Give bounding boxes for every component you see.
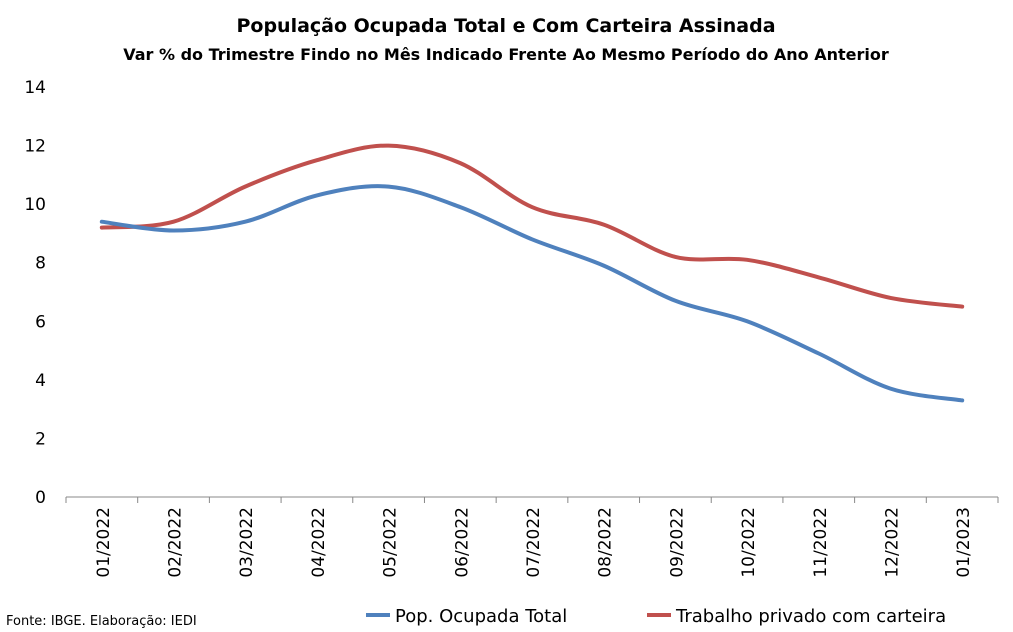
data-point <box>243 185 247 189</box>
data-point <box>458 205 462 209</box>
data-point <box>673 255 677 259</box>
data-point <box>745 319 749 323</box>
x-tick-label: 08/2022 <box>596 507 616 578</box>
data-point <box>243 220 247 224</box>
x-tick-label: 04/2022 <box>309 507 329 578</box>
chart-subtitle: Var % do Trimestre Findo no Mês Indicado… <box>123 45 889 64</box>
y-tick-label: 14 <box>24 78 46 98</box>
x-tick-label: 12/2022 <box>882 507 902 578</box>
data-point <box>315 193 319 197</box>
data-point <box>960 398 964 402</box>
y-tick-label: 2 <box>35 429 46 449</box>
data-point <box>745 258 749 262</box>
x-tick-label: 02/2022 <box>166 507 186 578</box>
x-axis: 01/2022 02/2022 03/2022 04/2022 05/2022 06/20… <box>65 497 999 578</box>
data-point <box>602 264 606 268</box>
data-point <box>100 226 104 230</box>
legend-label-trabalho-privado: Trabalho privado com carteira <box>675 606 946 627</box>
data-point <box>315 158 319 162</box>
data-point <box>673 299 677 303</box>
x-tick-label: 05/2022 <box>381 507 401 578</box>
y-tick-label: 8 <box>35 254 46 274</box>
y-tick-label: 0 <box>35 488 46 508</box>
data-point <box>387 144 391 148</box>
legend-label-pop-ocupada: Pop. Ocupada Total <box>395 606 567 627</box>
source-note: Fonte: IBGE. Elaboração: IEDI <box>6 614 197 629</box>
data-point <box>817 275 821 279</box>
y-tick-label: 10 <box>24 195 46 215</box>
y-tick-label: 12 <box>24 137 46 157</box>
x-tick-label: 03/2022 <box>237 507 257 578</box>
data-point <box>172 220 176 224</box>
data-point <box>602 223 606 227</box>
x-tick-label: 10/2022 <box>739 507 759 578</box>
y-tick-label: 4 <box>35 371 46 391</box>
x-tick-label: 07/2022 <box>524 507 544 578</box>
data-point <box>888 296 892 300</box>
x-tick-label: 01/2022 <box>94 507 114 578</box>
y-axis: 0 2 4 6 8 10 12 14 <box>24 78 46 508</box>
legend: Pop. Ocupada Total Trabalho privado com … <box>366 606 946 627</box>
x-tick-label: 06/2022 <box>452 507 472 578</box>
data-point <box>960 305 964 309</box>
x-tick-label: 09/2022 <box>667 507 687 578</box>
series-layer <box>99 143 965 403</box>
data-point <box>888 387 892 391</box>
data-point <box>458 161 462 165</box>
chart-title: População Ocupada Total e Com Carteira A… <box>236 15 775 37</box>
data-point <box>530 205 534 209</box>
y-tick-label: 6 <box>35 312 46 332</box>
x-tick-label: 11/2022 <box>811 507 831 578</box>
series-line-pop-ocupada <box>99 184 965 403</box>
data-point <box>172 229 176 233</box>
data-point <box>817 352 821 356</box>
data-point <box>100 220 104 224</box>
x-tick-label: 01/2023 <box>954 507 974 578</box>
data-point <box>530 237 534 241</box>
data-point <box>387 185 391 189</box>
series-line-trabalho-privado <box>99 143 965 309</box>
